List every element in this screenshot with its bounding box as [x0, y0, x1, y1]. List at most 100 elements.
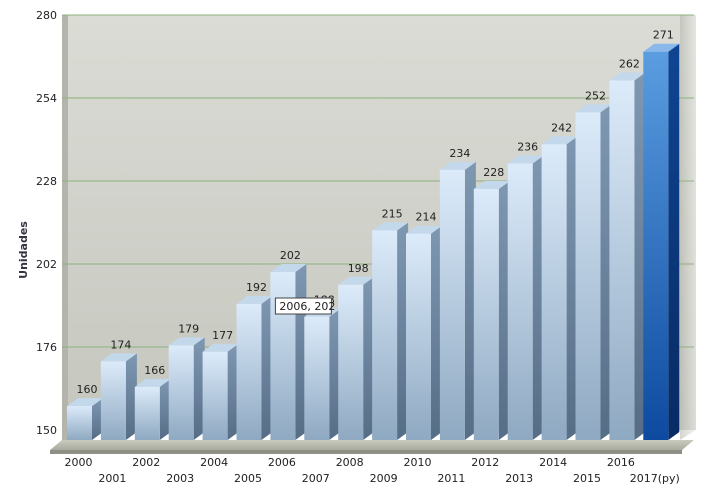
bar-side-2009	[397, 222, 409, 440]
x-tick-label-2006: 2006	[268, 456, 296, 469]
data-label-2001: 174	[110, 338, 131, 351]
x-tick-label-2009: 2009	[370, 472, 398, 485]
bars	[67, 43, 680, 441]
x-tick-label-2008: 2008	[336, 456, 364, 469]
bar-front-2006	[270, 272, 296, 440]
bar-2010	[406, 225, 442, 440]
data-label-2006: 202	[280, 249, 301, 262]
bar-side-2014	[566, 136, 578, 441]
bar-top-2009	[372, 222, 409, 231]
bar-top-2013	[507, 155, 544, 164]
plot-right-wall	[680, 15, 696, 440]
bar-top-2011	[439, 161, 476, 170]
bar-side-2015	[600, 104, 612, 440]
x-tick-label-2013: 2013	[505, 472, 533, 485]
data-labels: 1601741661791771922021881982152142342282…	[77, 29, 674, 396]
bar-front-2003	[168, 345, 194, 440]
y-axis-ticks: 150 176 202 228 254 280	[36, 9, 57, 437]
floor-top	[50, 440, 694, 450]
bar-2001	[100, 353, 137, 440]
bar-side-2012	[498, 181, 510, 440]
bar-2013	[507, 155, 544, 440]
bar-front-2002	[134, 386, 160, 440]
bar-top-2000	[67, 398, 103, 407]
bar-2006	[270, 264, 307, 440]
x-tick-label-2016: 2016	[607, 456, 635, 469]
bar-top-2015	[575, 104, 612, 113]
x-tick-label-2014: 2014	[539, 456, 567, 469]
data-label-2003: 179	[178, 322, 199, 335]
bar-2003	[168, 337, 205, 440]
bar-top-2017(py)	[643, 43, 680, 52]
y-tick-label-202: 202	[36, 258, 57, 271]
x-tick-label-2010: 2010	[404, 456, 432, 469]
data-label-2000: 160	[77, 383, 98, 396]
bar-side-2005	[261, 295, 273, 440]
bar-side-2017(py)	[668, 43, 680, 440]
bar-2009	[372, 222, 409, 440]
data-label-2005: 192	[246, 281, 267, 294]
data-label-2015: 252	[585, 89, 606, 102]
tooltip-box	[274, 297, 332, 315]
bar-top-2006	[270, 264, 307, 272]
bar-2004	[202, 343, 239, 440]
data-label-2014: 242	[551, 121, 572, 134]
floor-front	[50, 450, 682, 454]
bar-2014	[541, 136, 578, 441]
bar-side-2000	[92, 398, 103, 440]
bar-2015	[575, 104, 612, 440]
data-label-2012: 228	[483, 166, 504, 179]
bar-top-2010	[406, 225, 442, 234]
bar-front-2015	[575, 112, 601, 440]
bar-front-2008	[338, 284, 364, 440]
bar-top-2012	[473, 181, 510, 189]
x-tick-label-2003: 2003	[166, 472, 194, 485]
bar-top-2014	[541, 136, 578, 145]
bar-2005	[236, 295, 273, 440]
data-label-2010: 214	[416, 211, 437, 224]
bar-side-2001	[125, 353, 137, 440]
bar-top-2005	[236, 295, 273, 304]
bar-front-2012	[473, 189, 499, 440]
bar-side-2010	[431, 225, 442, 440]
bar-2017(py)	[643, 43, 680, 440]
bar-2007	[304, 308, 341, 440]
bar-side-2004	[227, 343, 239, 440]
data-label-2017(py): 271	[653, 29, 674, 42]
bar-front-2005	[236, 303, 262, 440]
data-label-2009: 215	[382, 208, 403, 221]
bar-front-2007	[304, 316, 330, 440]
bar-front-2004	[202, 351, 228, 440]
y-tick-label-254: 254	[36, 92, 57, 105]
bar-front-2000	[67, 406, 92, 440]
y-tick-label-280: 280	[36, 9, 57, 22]
x-tick-label-2012: 2012	[471, 456, 499, 469]
bar-front-2017(py)	[643, 51, 669, 440]
x-tick-label-2001: 2001	[98, 472, 126, 485]
bar-2011	[439, 161, 476, 440]
bar-side-2002	[159, 378, 171, 440]
data-label-2013: 236	[517, 140, 538, 153]
bar-front-2016	[609, 80, 635, 440]
y-tick-label-228: 228	[36, 175, 57, 188]
x-axis-ticks: 2000 2001 2002 2003 2004 2005 2006 2007 2008 2009…	[65, 456, 680, 485]
x-tick-label-2015: 2015	[573, 472, 601, 485]
y-axis-title: Unidades	[17, 221, 30, 279]
bar-side-2003	[193, 337, 205, 440]
bar-front-2014	[541, 144, 567, 441]
bar-2002	[134, 378, 171, 440]
data-label-2004: 177	[212, 329, 233, 342]
bar-top-2002	[134, 378, 171, 387]
bar-side-2007	[329, 308, 341, 440]
y-tick-label-176: 176	[36, 341, 57, 354]
x-tick-label-2007: 2007	[302, 472, 330, 485]
bar-top-2004	[202, 343, 239, 352]
tooltip-text: 2006, 202	[279, 300, 335, 313]
bar-side-2013	[532, 155, 544, 440]
data-label-2011: 234	[449, 147, 470, 160]
data-label-2016: 262	[619, 57, 640, 70]
x-tick-label-2011: 2011	[437, 472, 465, 485]
bar-front-2011	[439, 169, 465, 440]
data-label-2002: 166	[144, 364, 165, 377]
bar-front-2009	[372, 230, 398, 440]
